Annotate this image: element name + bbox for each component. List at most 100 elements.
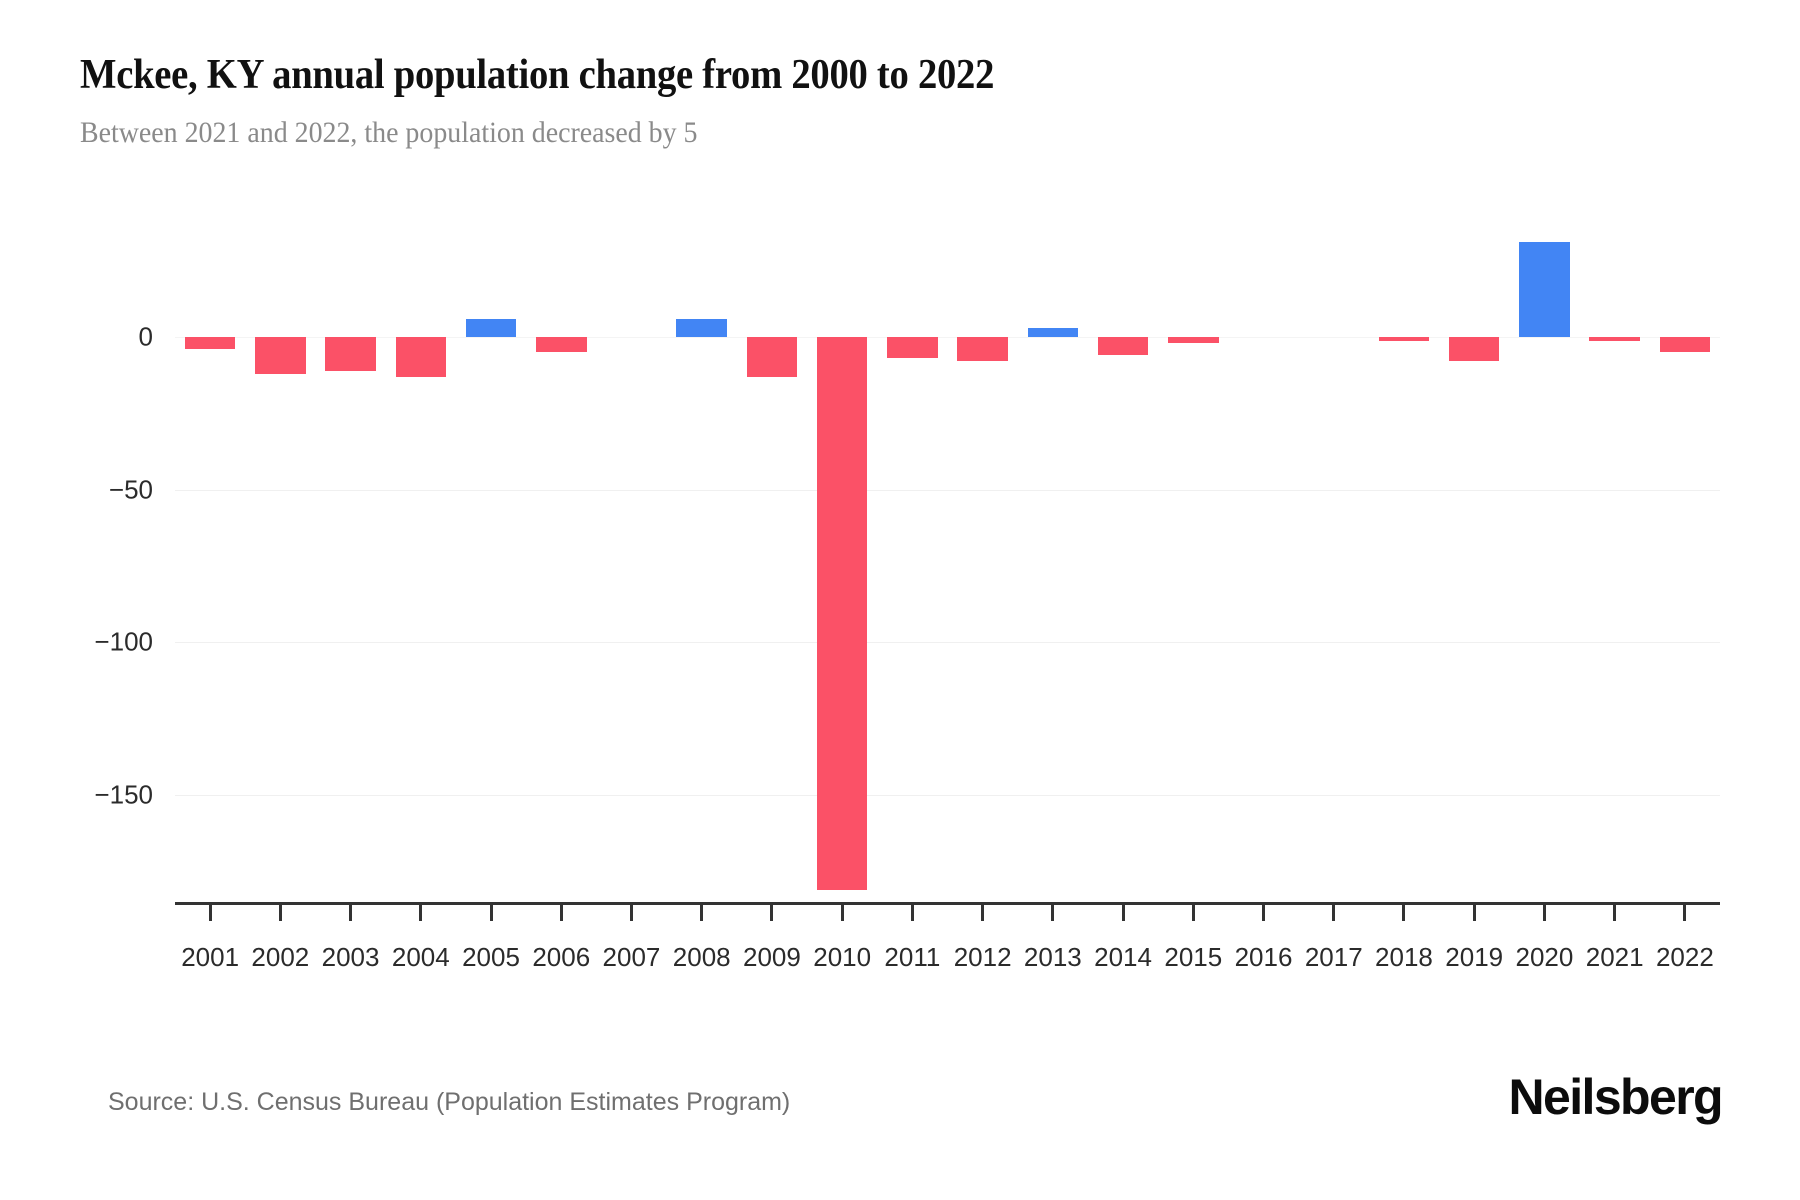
x-axis-tick-mark	[1051, 902, 1055, 921]
bar-slot[interactable]	[175, 230, 245, 902]
x-axis-tick-label: 2005	[462, 942, 520, 972]
bar[interactable]	[1659, 336, 1711, 353]
x-axis-tick-label: 2006	[532, 942, 591, 972]
x-axis-tick-mark	[1402, 902, 1406, 921]
bar[interactable]	[1378, 336, 1430, 341]
bar-slot[interactable]	[386, 230, 456, 902]
x-axis-tick-mark	[419, 902, 423, 921]
x-axis-tick-label: 2003	[321, 942, 380, 972]
bar-slot[interactable]	[1018, 230, 1088, 902]
x-axis-tick-mark	[278, 902, 282, 921]
page-title: Mckee, KY annual population change from …	[80, 52, 995, 98]
bar[interactable]	[325, 336, 376, 371]
bar[interactable]	[535, 336, 587, 353]
bar-slot[interactable]	[1228, 230, 1298, 902]
x-axis-tick-mark	[1121, 902, 1125, 921]
bar-slot[interactable]	[1580, 230, 1650, 902]
x-axis-tick-mark	[1683, 902, 1687, 921]
bar[interactable]	[1519, 242, 1570, 337]
bar-slot[interactable]	[456, 230, 526, 902]
x-axis-tick-mark	[1191, 902, 1195, 921]
x-axis-tick-label: 2018	[1375, 942, 1433, 972]
x-axis-tick-label: 2002	[251, 942, 310, 972]
x-axis-tick-label: 2022	[1655, 942, 1714, 972]
bar[interactable]	[1168, 336, 1219, 343]
bar-slot[interactable]	[1299, 230, 1369, 902]
bar[interactable]	[465, 318, 517, 337]
bar-slot[interactable]	[596, 230, 666, 902]
chart-subtitle: Between 2021 and 2022, the population de…	[80, 116, 698, 149]
x-axis-tick-label: 2009	[743, 942, 801, 972]
x-axis-tick-label: 2021	[1585, 942, 1644, 972]
x-axis-tick-label: 2017	[1304, 942, 1363, 972]
gridline	[175, 642, 1720, 644]
bar-slot[interactable]	[245, 230, 315, 902]
x-axis-tick-label: 2008	[672, 942, 731, 972]
bar[interactable]	[957, 336, 1008, 362]
x-axis-tick-mark	[1472, 902, 1476, 921]
x-axis-tick-mark	[700, 902, 704, 921]
x-axis-tick-mark	[208, 902, 212, 921]
bar-slot[interactable]	[737, 230, 807, 902]
bar[interactable]	[1027, 327, 1079, 337]
bar[interactable]	[676, 318, 727, 337]
bar-slot[interactable]	[1509, 230, 1579, 902]
bar[interactable]	[1589, 336, 1640, 341]
x-axis-tick-mark	[1332, 902, 1336, 921]
chart-header: Mckee, KY annual population change from …	[80, 50, 1720, 152]
bar[interactable]	[887, 336, 938, 359]
x-axis-tick-label: 2014	[1094, 942, 1152, 972]
bar[interactable]	[1097, 336, 1149, 356]
bar-slot[interactable]	[1158, 230, 1228, 902]
bar[interactable]	[395, 336, 447, 377]
bar-slot[interactable]	[1439, 230, 1509, 902]
x-axis-tick-label: 2013	[1023, 942, 1082, 972]
x-axis-line	[175, 902, 1720, 905]
bar-slot[interactable]	[667, 230, 737, 902]
x-axis-tick-label: 2020	[1515, 942, 1574, 972]
bar[interactable]	[816, 336, 868, 890]
bar[interactable]	[255, 336, 306, 374]
x-axis-tick-mark	[981, 902, 985, 921]
x-axis-tick-mark	[629, 902, 633, 921]
y-axis-tick-label: −50	[108, 474, 153, 505]
x-axis-tick-label: 2007	[602, 942, 661, 972]
gridline	[175, 336, 1720, 338]
bar[interactable]	[1448, 336, 1500, 362]
plot-area: 0 −50 −100 −150	[94, 230, 1720, 902]
x-axis-tick-label: 2011	[884, 942, 941, 972]
y-axis-tick-label: −150	[94, 779, 153, 810]
x-axis-tick-mark	[910, 902, 914, 921]
y-axis-tick-label: 0	[138, 321, 153, 352]
bar[interactable]	[746, 336, 798, 377]
bar[interactable]	[184, 336, 236, 350]
bar-slot[interactable]	[1650, 230, 1720, 902]
x-axis-tick-mark	[489, 902, 493, 921]
gridline	[175, 489, 1720, 491]
brand-logo: Neilsberg	[1508, 1069, 1724, 1125]
bar-slot[interactable]	[1369, 230, 1439, 902]
bar-slot[interactable]	[315, 230, 385, 902]
x-axis-tick-label: 2016	[1234, 942, 1293, 972]
x-axis-tick-mark	[559, 902, 563, 921]
gridline	[175, 795, 1720, 797]
bar-slot[interactable]	[526, 230, 596, 902]
x-axis-tick-mark	[349, 902, 353, 921]
bar-slot[interactable]	[1088, 230, 1158, 902]
y-axis-tick-label: −100	[94, 626, 153, 657]
x-axis-tick-label: 2010	[813, 942, 872, 972]
x-axis-tick-label: 2015	[1164, 942, 1223, 972]
bar-slot[interactable]	[877, 230, 947, 902]
x-axis-tick-mark	[1542, 902, 1546, 921]
x-axis-tick-label: 2004	[391, 942, 450, 972]
x-axis-tick-mark	[840, 902, 844, 921]
bar-series	[175, 230, 1720, 902]
source-note: Source: U.S. Census Bureau (Population E…	[108, 1088, 791, 1116]
x-axis-tick-mark	[1262, 902, 1266, 921]
x-axis-tick-mark	[770, 902, 774, 921]
x-axis-tick-label: 2012	[953, 942, 1012, 972]
bar-slot[interactable]	[948, 230, 1018, 902]
x-axis-tick-label: 2001	[181, 942, 240, 972]
bar-slot[interactable]	[807, 230, 877, 902]
